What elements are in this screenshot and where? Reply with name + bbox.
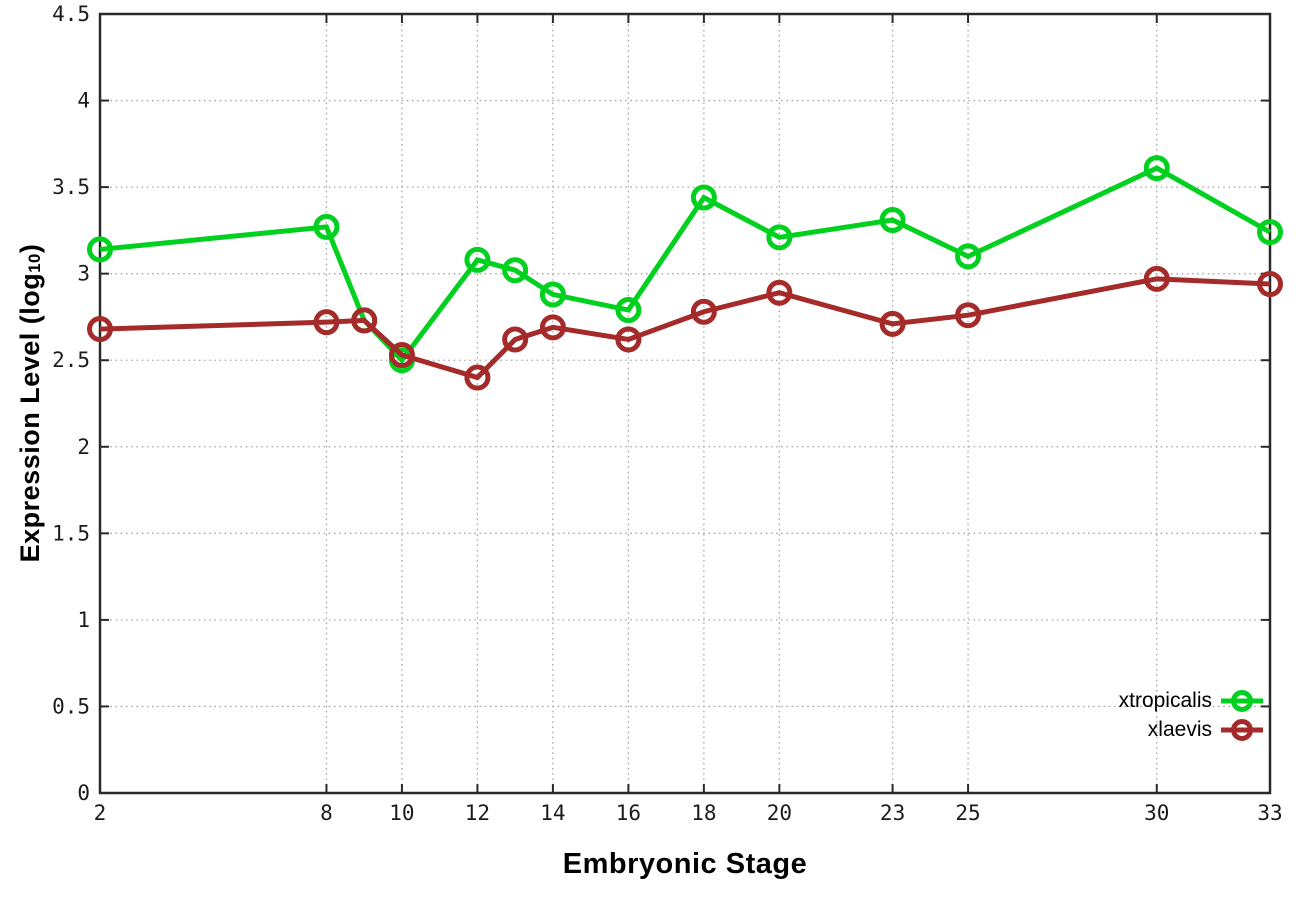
data-point-marker (502, 257, 529, 284)
legend-item-xtropicalis[interactable]: xtropicalis (1119, 687, 1263, 714)
x-tick-label: 12 (465, 801, 490, 825)
data-point-marker (502, 326, 529, 353)
legend-label-xlaevis: xlaevis (1147, 718, 1212, 741)
legend-item-xlaevis[interactable]: xlaevis (1148, 716, 1263, 743)
legend-label-xtropicalis: xtropicalis (1118, 689, 1212, 712)
data-point-marker (955, 302, 982, 329)
xtropicalis-line-marker-icon (1221, 689, 1263, 712)
y-tick-label: 3 (77, 262, 90, 286)
series-xlaevis-markers (87, 265, 1283, 391)
x-tick-label: 30 (1144, 801, 1169, 825)
data-point-marker (539, 281, 566, 308)
y-axis-title: Expression Level (log 10) (0, 13, 60, 793)
data-point-marker (879, 207, 906, 234)
y-tick-label: 1 (77, 608, 90, 632)
data-point-marker (766, 279, 793, 306)
data-point-marker (1257, 219, 1283, 246)
tick-marks (99, 13, 1271, 794)
data-point-marker (615, 297, 642, 324)
data-point-marker (464, 246, 491, 273)
y-axis-title-text: Expression Level (log (14, 272, 45, 563)
grid (100, 14, 1270, 793)
data-point-marker (464, 364, 491, 391)
x-tick-label: 16 (616, 801, 641, 825)
y-tick-label: 0 (77, 781, 90, 805)
tick-labels: 0 0.5 1 1.5 2 2.5 3 3.5 4 4.5 2 8 10 12 14 16 18 20 23 25 30… (52, 2, 1283, 825)
x-tick-label: 18 (691, 801, 716, 825)
y-tick-label: 2 (77, 435, 90, 459)
data-point-marker (690, 184, 717, 211)
y-tick-label: 1.5 (52, 521, 90, 545)
data-point-marker (388, 342, 415, 369)
y-tick-label: 4 (77, 89, 90, 113)
data-point-marker (1257, 271, 1283, 298)
data-point-marker (313, 309, 340, 336)
y-tick-label: 4.5 (52, 2, 90, 26)
series-xlaevis-line (99, 276, 1271, 381)
plot-border (98, 12, 1272, 795)
data-point-marker (879, 310, 906, 337)
data-point-marker (539, 314, 566, 341)
y-tick-label: 0.5 (52, 694, 90, 718)
x-tick-label: 23 (880, 801, 905, 825)
data-point-marker (1143, 265, 1170, 292)
data-point-marker (351, 307, 378, 334)
x-tick-label: 14 (540, 801, 565, 825)
y-axis-title-subscript: 10 (24, 253, 44, 273)
data-point-marker (690, 298, 717, 325)
data-point-marker (87, 316, 113, 343)
data-point-marker (955, 243, 982, 270)
x-tick-label: 33 (1257, 801, 1282, 825)
data-point-marker (313, 213, 340, 240)
data-point-marker (1143, 155, 1170, 182)
x-tick-label: 8 (320, 801, 333, 825)
series-xtropicalis-line (99, 165, 1272, 365)
x-axis-title: Embryonic Stage (562, 848, 808, 880)
y-tick-label: 2.5 (52, 348, 90, 372)
y-tick-label: 3.5 (52, 175, 90, 199)
data-point-marker (766, 224, 793, 251)
x-tick-label: 25 (955, 801, 980, 825)
data-point-marker (615, 326, 642, 353)
xlaevis-line-marker-icon (1221, 718, 1263, 741)
y-axis-title-suffix: ) (14, 243, 45, 254)
x-tick-label: 10 (389, 801, 414, 825)
series-xtropicalis-markers (87, 155, 1283, 374)
x-tick-label: 20 (767, 801, 792, 825)
data-point-marker (87, 236, 113, 263)
x-tick-label: 2 (94, 801, 107, 825)
legend: xtropicalis xlaevis (1119, 687, 1263, 743)
